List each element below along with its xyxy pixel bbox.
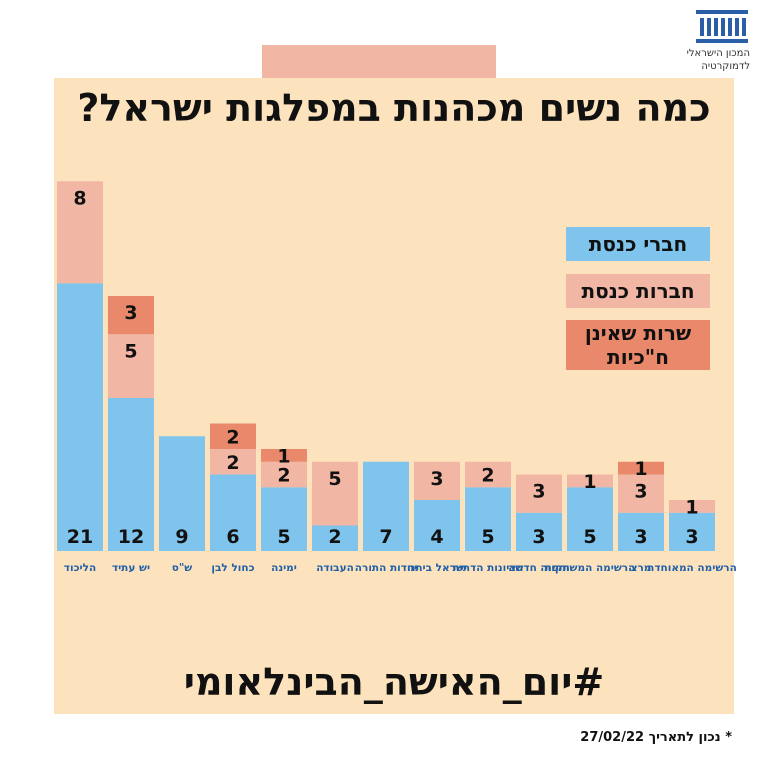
institute-building-icon [696,10,748,43]
party-label-1: יש עתיד [112,562,150,574]
data-label-male-11: 3 [634,526,647,548]
date-footnote: * נכון לתאריך 27/02/22 [580,730,732,745]
party-label-4: ימינה [271,562,297,574]
chart-panel [54,78,734,714]
bar-female-10 [567,474,613,488]
data-label-female-3: 2 [226,452,239,474]
data-label-male-12: 3 [685,526,698,548]
data-label-minister-11: 1 [634,458,647,480]
data-label-female-10: 1 [583,471,596,493]
party-label-3: כחול לבן [211,562,254,574]
bar-male-4 [261,487,307,551]
party-label-6: יהדות התורה [355,562,417,574]
data-label-female-11: 3 [634,481,647,503]
bar-female-11 [618,474,664,513]
chart-title: כמה נשים מכהנות במפלגות ישראל? [77,86,711,130]
bar-male-2 [159,436,205,551]
bar-male-12 [669,512,715,551]
data-label-female-0: 8 [73,187,86,209]
data-label-male-5: 2 [328,526,341,548]
data-label-minister-4: 1 [277,445,290,467]
logo-text-line1: המכון הישראלי [686,48,750,59]
data-label-female-9: 3 [532,481,545,503]
data-label-female-1: 5 [124,340,137,362]
logo-text-line2: לדמוקרטיה [701,61,750,72]
bar-male-8 [465,487,511,551]
bar-male-6 [363,461,409,551]
bar-female-1 [108,334,154,398]
legend-female-mks: חברות כנסת [566,274,710,308]
data-label-minister-1: 3 [124,302,137,324]
hashtag-text: #יום_האישה_הבינלאומי [183,660,605,704]
data-label-female-7: 3 [430,468,443,490]
party-label-0: הליכוד [64,562,96,574]
data-label-female-8: 2 [481,465,494,487]
party-label-11: מרצ [631,562,652,574]
legend-male-mks: חברי כנסת [566,227,710,261]
party-label-7: ישראל ביתנו [407,562,467,574]
bar-female-4 [261,461,307,488]
bar-male-3 [210,474,256,551]
bar-male-10 [567,487,613,551]
party-label-8: הציונות הדתית [453,562,524,574]
bar-minister-4 [261,449,307,462]
party-label-2: ש"ס [172,562,193,574]
bar-female-8 [465,461,511,488]
party-label-12: הרשימה המאוחדת [647,562,737,574]
data-label-male-3: 6 [226,526,239,548]
data-label-male-6: 7 [379,526,392,548]
party-label-9: תקווה חדשה [508,562,570,574]
bar-female-12 [669,500,715,513]
data-label-male-9: 3 [532,526,545,548]
data-label-male-7: 4 [430,526,443,548]
top-tab-decoration [262,45,496,78]
bar-male-9 [516,512,562,551]
bar-minister-11 [618,461,664,475]
data-label-male-10: 5 [583,526,596,548]
bar-female-5 [312,461,358,526]
data-label-minister-3: 2 [226,426,239,448]
legend-female-ministers: שרות שאינן ח"כיות [566,320,710,370]
party-label-10: הרשימה המשותפת [545,562,636,574]
data-label-female-5: 5 [328,468,341,490]
bar-minister-3 [210,423,256,449]
bar-female-7 [414,461,460,500]
party-label-5: העבודה [316,562,354,574]
data-label-male-2: 9 [175,526,188,548]
data-label-male-1: 12 [118,526,144,548]
data-label-male-0: 21 [67,526,93,548]
bar-male-0 [57,283,103,551]
bar-male-1 [108,398,154,551]
bar-female-3 [210,449,256,475]
bar-male-5 [312,525,358,551]
bar-male-7 [414,500,460,551]
bar-male-11 [618,512,664,551]
data-label-female-12: 1 [685,496,698,518]
data-label-male-4: 5 [277,526,290,548]
bar-female-0 [57,181,103,284]
data-label-female-4: 2 [277,465,290,487]
data-label-male-8: 5 [481,526,494,548]
bar-minister-1 [108,296,154,335]
bar-female-9 [516,474,562,513]
